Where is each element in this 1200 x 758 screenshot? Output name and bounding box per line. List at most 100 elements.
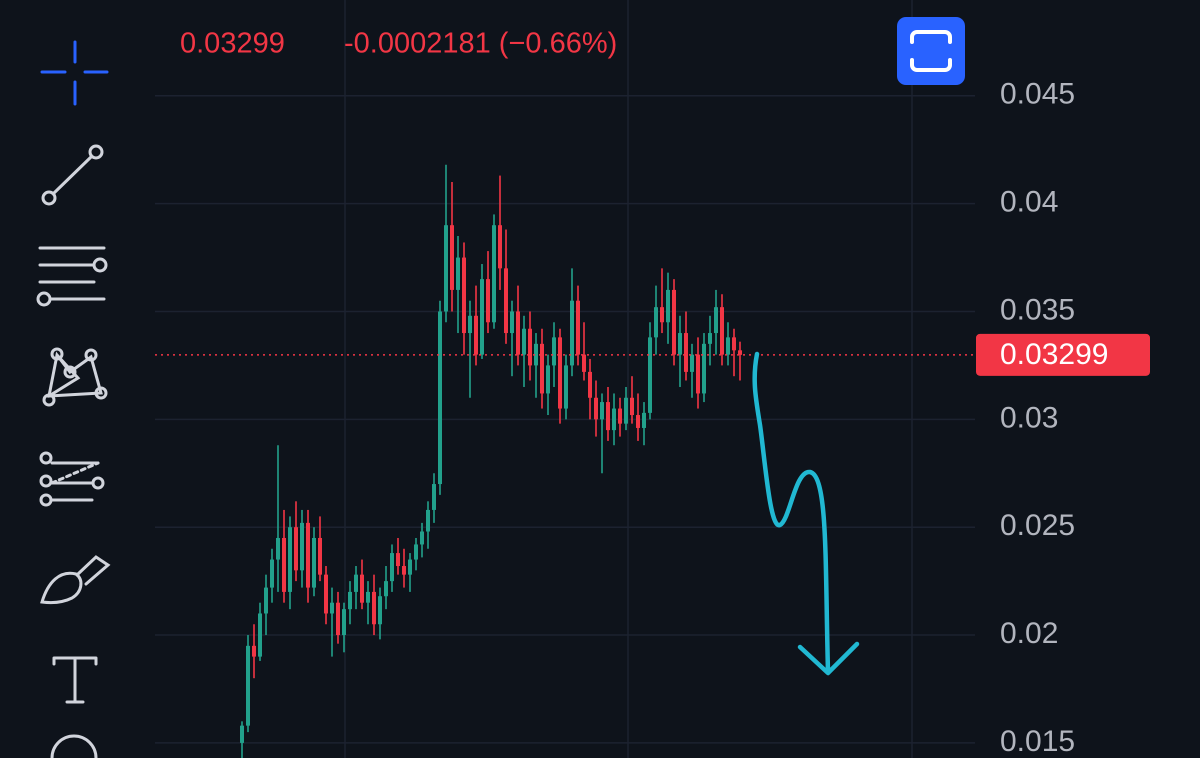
candle-body <box>648 337 652 413</box>
candles <box>240 164 742 758</box>
candle-body <box>384 581 388 597</box>
candle-body <box>600 402 604 420</box>
candle-body <box>654 307 658 338</box>
pattern-tool[interactable] <box>42 347 108 407</box>
candle-body <box>348 591 352 610</box>
candle-body <box>582 354 586 372</box>
candle-body <box>696 354 700 394</box>
candle-body <box>258 613 262 657</box>
fib-tool[interactable] <box>36 246 108 307</box>
candle-body <box>318 537 322 575</box>
candle-body <box>576 300 580 355</box>
y-tick-label: 0.04 <box>1000 186 1058 219</box>
candle-body <box>690 354 694 372</box>
candle-body <box>276 537 280 560</box>
candle-body <box>462 257 466 334</box>
y-tick-label: 0.015 <box>1000 725 1075 758</box>
candle-body <box>474 315 478 355</box>
last-price-tag <box>976 333 1150 376</box>
y-tick-label: 0.02 <box>1000 617 1058 650</box>
candle-body <box>420 531 424 545</box>
candle-body <box>528 328 532 366</box>
candle-body <box>534 343 538 366</box>
last-price-label: 0.03299 <box>1000 338 1108 371</box>
fullscreen-icon <box>910 30 952 72</box>
candle-body <box>414 544 418 560</box>
candle-body <box>540 343 544 394</box>
candle-body <box>324 574 328 614</box>
candle-body <box>546 365 550 394</box>
candle-body <box>468 315 472 334</box>
candle-body <box>450 225 454 290</box>
candle-body <box>438 311 442 485</box>
candle-body <box>426 509 430 532</box>
candle-body <box>678 333 682 355</box>
y-tick-label: 0.025 <box>1000 509 1075 542</box>
candle-body <box>732 337 736 351</box>
y-tick-label: 0.035 <box>1000 293 1075 326</box>
candle-body <box>312 537 316 588</box>
toolbar <box>36 40 111 758</box>
candle-body <box>336 602 340 636</box>
candle-body <box>372 591 376 625</box>
candle-body <box>504 268 508 334</box>
candle-body <box>444 225 448 312</box>
candle-body <box>390 553 394 582</box>
candle-body <box>684 333 688 372</box>
header-price: 0.03299 <box>180 28 285 60</box>
fullscreen-button[interactable] <box>897 17 965 85</box>
candle-body <box>672 289 676 355</box>
candle-body <box>510 311 514 334</box>
candle-body <box>492 225 496 323</box>
candle-body <box>630 397 634 416</box>
trend-line-tool[interactable] <box>41 144 104 206</box>
candle-body <box>612 408 616 431</box>
candle-body <box>522 328 526 355</box>
candle-body <box>618 408 622 424</box>
candle-body <box>660 307 664 323</box>
crosshair-tool[interactable] <box>40 40 109 106</box>
candle-body <box>486 279 490 323</box>
candle-body <box>594 397 598 420</box>
candle-body <box>264 587 268 614</box>
candle-body <box>408 559 412 575</box>
candle-body <box>456 257 460 290</box>
candle-body <box>636 415 640 428</box>
candle-body <box>240 725 244 743</box>
candle-body <box>498 225 502 269</box>
candle-body <box>396 553 400 567</box>
candle-body <box>402 566 406 575</box>
candle-body <box>570 300 574 366</box>
fullscreen-bg[interactable] <box>897 17 965 85</box>
text-tool[interactable] <box>52 656 98 704</box>
candle-body <box>702 343 706 394</box>
candle-body <box>480 279 484 355</box>
candle-body <box>552 337 556 366</box>
overlay: 0.03299 <box>155 333 1150 376</box>
candle-body <box>246 645 250 726</box>
candle-body <box>330 602 334 614</box>
candle-body <box>288 527 292 592</box>
candle-body <box>564 365 568 409</box>
candle-body <box>624 397 628 424</box>
candle-body <box>342 609 346 636</box>
forecast-tool[interactable] <box>39 451 105 507</box>
candle-body <box>720 307 724 355</box>
candle-body <box>714 307 718 334</box>
candle-body <box>516 311 520 355</box>
candle-body <box>432 484 436 510</box>
candle-body <box>270 559 274 588</box>
candle-body <box>738 350 742 355</box>
more-tool[interactable] <box>50 734 98 758</box>
candle-body <box>726 337 730 355</box>
candle-body <box>306 522 310 588</box>
candle-body <box>360 574 364 603</box>
candle-body <box>354 574 358 592</box>
candle-body <box>558 337 562 409</box>
drawn-arrow <box>752 351 860 676</box>
brush-tool[interactable] <box>40 555 111 604</box>
candle-body <box>366 591 370 603</box>
candle-body <box>666 289 670 323</box>
